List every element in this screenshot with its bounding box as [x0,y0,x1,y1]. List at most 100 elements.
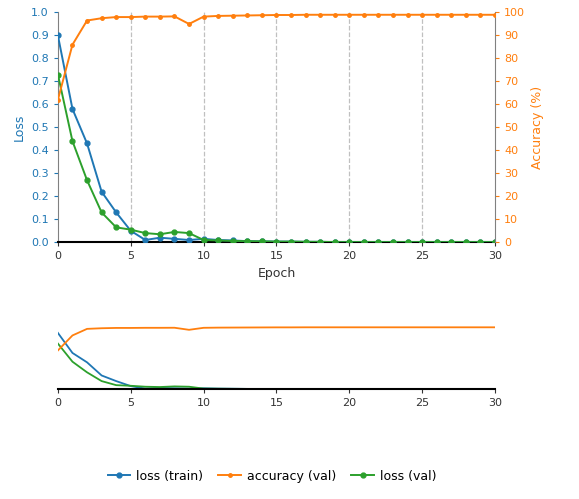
loss (train) [448,239,455,245]
loss (val) [302,239,309,245]
loss (val) [346,239,353,245]
loss (train) [113,210,120,216]
accuracy (val) [404,12,411,18]
loss (train) [69,106,76,112]
loss (val) [360,239,367,245]
loss (train) [142,237,149,243]
accuracy (val) [390,12,397,18]
loss (train) [463,239,470,245]
loss (val) [98,210,105,216]
accuracy (val) [69,41,76,47]
loss (val) [171,229,178,235]
accuracy (val) [302,12,309,18]
accuracy (val) [83,17,90,23]
loss (train) [433,239,440,245]
loss (train) [477,239,484,245]
accuracy (val) [492,12,499,18]
loss (train) [302,239,309,245]
loss (train) [317,239,324,245]
Y-axis label: Loss: Loss [13,114,25,141]
accuracy (val) [448,12,455,18]
accuracy (val) [477,12,484,18]
accuracy (val) [142,13,149,19]
loss (train) [171,236,178,242]
loss (train) [346,239,353,245]
loss (train) [215,237,222,243]
accuracy (val) [375,12,382,18]
loss (val) [54,71,61,77]
accuracy (val) [215,13,222,19]
accuracy (val) [433,12,440,18]
loss (val) [113,225,120,231]
Line: loss (train): loss (train) [56,33,497,245]
loss (val) [142,230,149,236]
accuracy (val) [273,12,280,18]
accuracy (val) [317,12,324,18]
accuracy (val) [360,12,367,18]
loss (val) [69,138,76,144]
loss (val) [83,177,90,183]
loss (val) [317,239,324,245]
loss (val) [463,239,470,245]
Line: accuracy (val): accuracy (val) [56,13,497,101]
accuracy (val) [171,13,178,19]
loss (val) [215,238,222,244]
loss (val) [156,231,163,237]
accuracy (val) [98,15,105,21]
Line: loss (val): loss (val) [56,72,497,245]
loss (val) [492,239,499,245]
loss (train) [127,228,134,234]
loss (val) [244,238,251,244]
loss (train) [54,32,61,38]
X-axis label: Epoch: Epoch [257,267,296,280]
loss (train) [83,141,90,147]
accuracy (val) [244,12,251,18]
loss (val) [433,239,440,245]
loss (val) [331,239,338,245]
accuracy (val) [419,12,426,18]
loss (val) [273,239,280,245]
accuracy (val) [200,13,207,19]
loss (val) [448,239,455,245]
accuracy (val) [258,12,265,18]
loss (val) [127,227,134,233]
accuracy (val) [331,12,338,18]
accuracy (val) [229,12,236,18]
loss (val) [375,239,382,245]
Y-axis label: Accuracy (%): Accuracy (%) [530,86,544,169]
accuracy (val) [463,12,470,18]
loss (train) [229,238,236,244]
accuracy (val) [113,14,120,20]
accuracy (val) [185,21,192,27]
loss (val) [477,239,484,245]
loss (val) [258,239,265,245]
loss (train) [98,189,105,195]
loss (train) [404,239,411,245]
loss (train) [200,236,207,242]
accuracy (val) [54,97,61,103]
accuracy (val) [127,14,134,20]
accuracy (val) [346,12,353,18]
loss (val) [419,239,426,245]
loss (train) [288,239,295,245]
loss (train) [360,239,367,245]
loss (train) [492,239,499,245]
loss (val) [404,239,411,245]
accuracy (val) [288,12,295,18]
loss (val) [185,230,192,236]
loss (val) [288,239,295,245]
Legend: loss (train), accuracy (val), loss (val): loss (train), accuracy (val), loss (val) [102,465,442,488]
loss (train) [244,238,251,244]
loss (val) [200,237,207,243]
loss (train) [390,239,397,245]
loss (val) [229,238,236,244]
loss (train) [156,235,163,241]
loss (val) [390,239,397,245]
loss (train) [185,237,192,243]
loss (train) [419,239,426,245]
loss (train) [375,239,382,245]
loss (train) [331,239,338,245]
loss (train) [273,239,280,245]
loss (train) [258,239,265,245]
accuracy (val) [156,13,163,19]
